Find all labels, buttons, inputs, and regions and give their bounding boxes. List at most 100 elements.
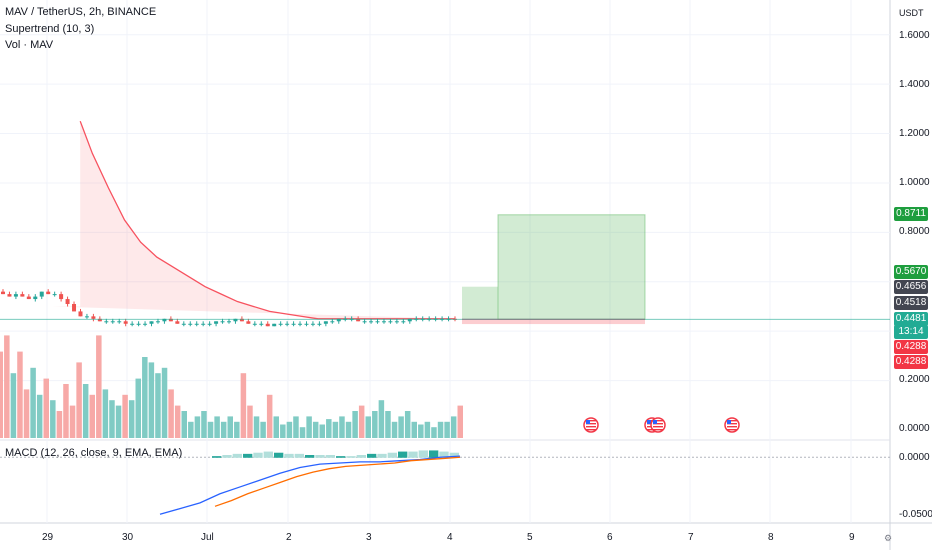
volume-bar: [148, 362, 155, 438]
candle-body: [330, 321, 335, 323]
volume-bar: [418, 424, 424, 438]
macd-histogram-bar: [377, 453, 387, 458]
stop-a-price-tag: 0.4288: [894, 340, 928, 354]
y-tick: 1.4000: [899, 79, 930, 90]
candle-body: [175, 321, 180, 324]
gear-icon[interactable]: ⚙: [884, 533, 893, 543]
y-tick: 0.2000: [899, 374, 930, 385]
target-price-tag: 0.8711: [894, 207, 928, 221]
level-a-price-tag: 0.4656: [894, 280, 928, 294]
candle-body: [78, 311, 83, 317]
volume-bar: [411, 421, 417, 438]
volume-bar: [155, 373, 161, 438]
candle-body: [91, 316, 96, 319]
us-flag-icon[interactable]: [583, 417, 599, 433]
volume-bar: [207, 421, 214, 438]
candle-body: [188, 323, 193, 325]
volume-bar: [260, 421, 266, 438]
volume-bar: [56, 411, 63, 438]
macd-histogram-bar: [294, 453, 304, 458]
candle-body: [123, 321, 128, 324]
x-tick: 2: [286, 532, 292, 543]
volume-bar: [312, 421, 319, 438]
countdown-tag: 13:14: [894, 325, 928, 339]
volume-bar: [30, 367, 36, 438]
x-tick: 9: [849, 532, 855, 543]
x-tick: 8: [768, 532, 774, 543]
volume-bar: [122, 394, 128, 438]
candle-body: [369, 321, 374, 323]
macd-histogram-bar: [336, 456, 346, 458]
y-tick: 1.6000: [899, 30, 930, 41]
us-flag-icon[interactable]: [724, 417, 740, 433]
volume-bar: [63, 384, 69, 438]
volume-bar: [0, 351, 3, 438]
stop-b-price-tag: 0.4288: [894, 355, 928, 369]
candle-body: [246, 321, 251, 324]
volume-bar: [339, 416, 345, 438]
macd-histogram-bar: [315, 455, 325, 458]
candle-body: [168, 318, 173, 322]
candle-body: [1, 291, 5, 295]
y-tick: 1.0000: [899, 177, 930, 188]
candle-body: [272, 323, 277, 327]
volume-bar: [431, 427, 437, 438]
macd-histogram-bar: [232, 453, 242, 458]
volume-bar: [280, 424, 286, 438]
us-flag-icon[interactable]: [650, 417, 666, 433]
candle-body: [65, 299, 70, 304]
volume-bar: [181, 411, 187, 438]
volume-bar: [227, 416, 233, 438]
macd-legend[interactable]: MACD (12, 26, close, 9, EMA, EMA): [5, 447, 183, 459]
volume-bar: [332, 421, 339, 438]
candle-body: [162, 318, 167, 322]
chart-title[interactable]: MAV / TetherUS, 2h, BINANCE: [5, 6, 157, 18]
y-tick: 0.0000: [899, 423, 930, 434]
volume-bar: [424, 421, 431, 438]
volume-bar: [345, 421, 352, 438]
candle-body: [136, 323, 141, 325]
macd-histogram-bar: [398, 451, 408, 458]
candle-body: [298, 323, 303, 325]
supertrend-price-tag: 0.5670: [894, 265, 928, 279]
volume-bar: [50, 400, 56, 438]
volume-bar: [319, 424, 325, 438]
macd-histogram-bar: [387, 452, 397, 458]
supertrend-legend[interactable]: Supertrend (10, 3): [5, 23, 95, 35]
volume-bar: [299, 427, 306, 438]
volume-legend[interactable]: Vol · MAV: [5, 39, 54, 51]
volume-bar: [142, 357, 148, 438]
volume-bar: [352, 411, 358, 438]
volume-bar: [174, 405, 181, 438]
candle-body: [252, 323, 257, 325]
volume-bar: [82, 384, 89, 438]
candle-body: [33, 296, 38, 300]
volume-bar: [247, 405, 253, 438]
volume-bar: [358, 405, 365, 438]
volume-bar: [10, 373, 17, 438]
volume-bar: [201, 411, 207, 438]
macd-histogram-bar: [418, 450, 428, 458]
volume-bar: [240, 373, 247, 438]
x-tick: 7: [688, 532, 694, 543]
candle-body: [72, 304, 77, 312]
volume-bar: [214, 416, 220, 438]
candle-body: [227, 321, 231, 323]
candle-body: [97, 318, 102, 322]
candle-body: [110, 321, 115, 323]
volume-bar: [188, 421, 194, 438]
candle-body: [285, 323, 290, 325]
x-tick: 4: [447, 532, 453, 543]
volume-bar: [43, 378, 49, 438]
candle-body: [336, 318, 341, 322]
supertrend-line: [79, 120, 455, 320]
macd-histogram-bar: [325, 455, 335, 458]
x-tick: 3: [366, 532, 372, 543]
candle-body: [181, 323, 186, 325]
candle-body: [304, 323, 309, 325]
volume-bar: [253, 416, 260, 438]
candle-body: [207, 323, 212, 325]
candle-body: [39, 291, 44, 297]
